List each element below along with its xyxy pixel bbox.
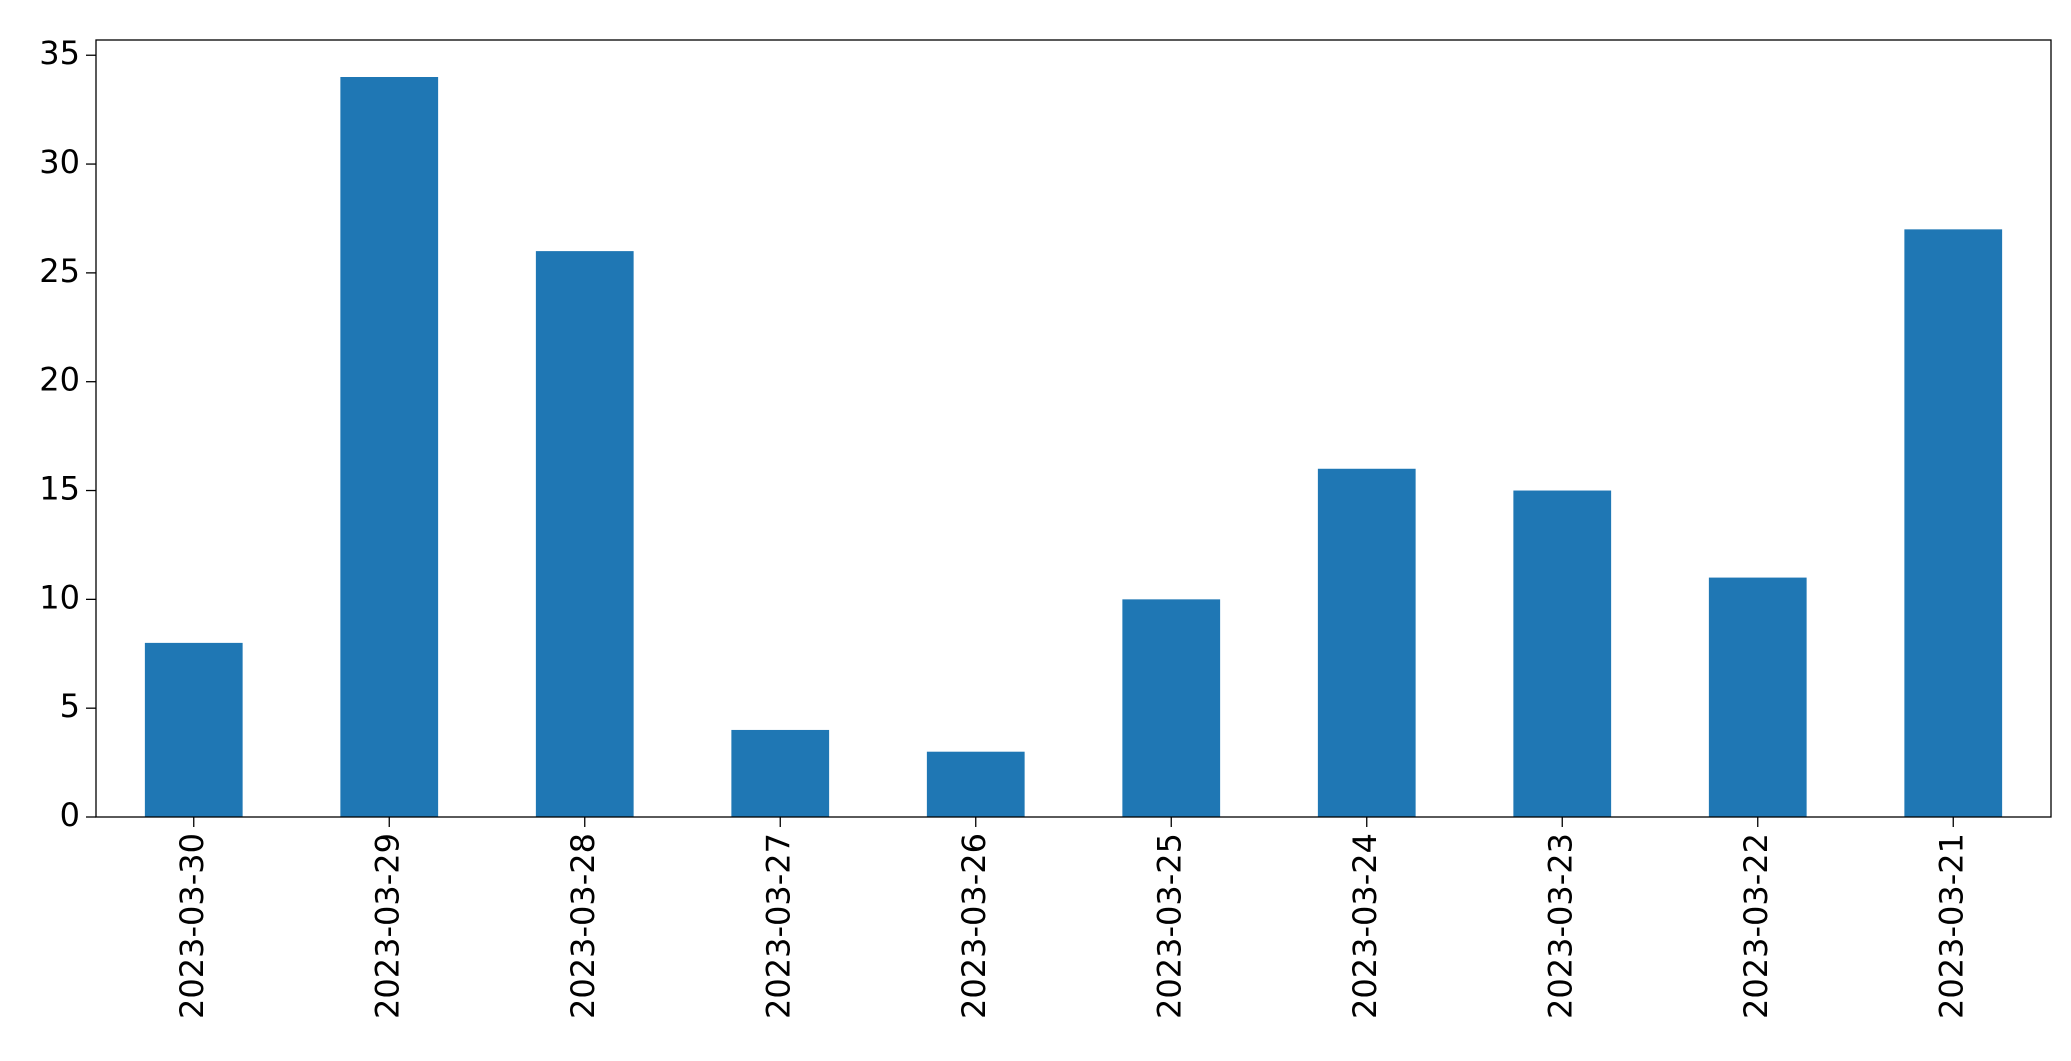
x-tick-label: 2023-03-23 <box>1541 833 1579 1019</box>
bar <box>926 751 1025 817</box>
x-tick-label: 2023-03-30 <box>173 833 211 1019</box>
y-tick-label: 15 <box>39 470 80 508</box>
x-tick-label: 2023-03-28 <box>564 833 602 1019</box>
x-tick-label: 2023-03-27 <box>759 833 797 1019</box>
x-tick-label: 2023-03-25 <box>1150 833 1188 1019</box>
x-tick-label: 2023-03-29 <box>368 833 406 1019</box>
x-tick-label: 2023-03-21 <box>1932 833 1970 1019</box>
y-tick-label: 5 <box>60 687 80 725</box>
x-tick-label: 2023-03-22 <box>1737 833 1775 1019</box>
bar <box>1122 599 1221 817</box>
bar <box>1904 229 2003 818</box>
y-tick-label: 0 <box>60 796 80 834</box>
y-tick-label: 20 <box>39 361 80 399</box>
bar <box>144 642 243 817</box>
bar <box>1513 490 1612 817</box>
bar <box>1317 468 1416 817</box>
x-tick-label: 2023-03-24 <box>1346 833 1384 1019</box>
bar <box>535 251 634 817</box>
bar <box>731 729 830 817</box>
x-tick-label: 2023-03-26 <box>955 833 993 1019</box>
y-tick-label: 10 <box>39 578 80 616</box>
y-tick-label: 30 <box>39 143 80 181</box>
bar <box>1708 577 1807 817</box>
bar <box>340 77 439 817</box>
y-tick-label: 35 <box>39 34 80 72</box>
plot-frame <box>95 39 2052 818</box>
y-tick-label: 25 <box>39 252 80 290</box>
